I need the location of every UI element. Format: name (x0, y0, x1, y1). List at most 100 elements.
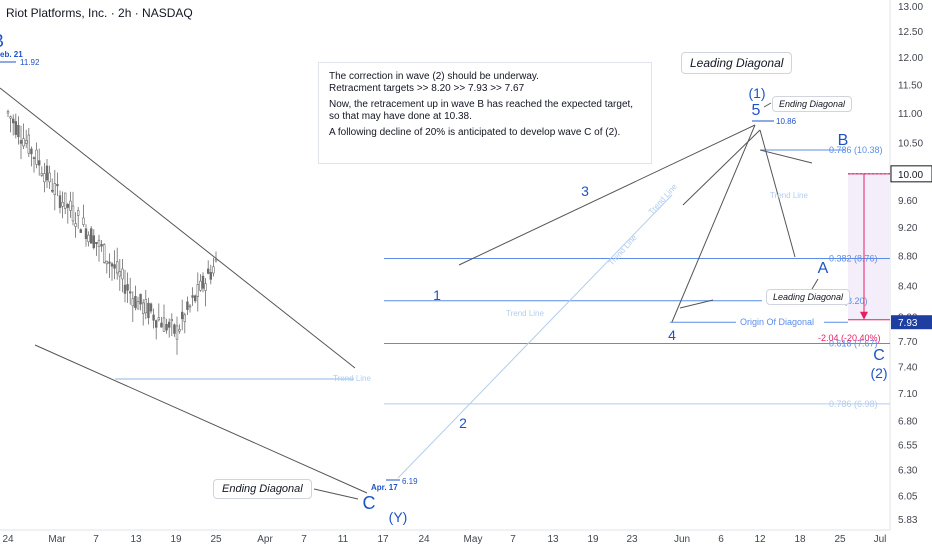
candle-body (149, 303, 153, 312)
candle-body (136, 301, 140, 310)
trendline (34, 344, 368, 494)
callout-ending-diagonal-top: Ending Diagonal (772, 96, 853, 112)
fib-level-label: 0.382 (8.76) (829, 254, 878, 264)
candle-body (129, 291, 132, 294)
candle-body (207, 268, 210, 274)
candle-body (201, 275, 205, 289)
trendline (458, 124, 756, 266)
candle-body (77, 210, 80, 216)
candle-body (214, 259, 218, 262)
faint-trend-label: Trend Line (506, 309, 545, 318)
x-tick-label: 13 (547, 534, 559, 545)
fib-level-label: 0.618 (7.67) (829, 339, 878, 349)
y-tick-label: 7.40 (898, 362, 918, 373)
candle-body (69, 200, 72, 211)
faint-trend-label: Trend Line (333, 374, 372, 383)
y-tick-label: 7.10 (898, 389, 918, 400)
faint-trend-label: Trend Line (647, 182, 679, 217)
candle-body (90, 228, 93, 244)
candle-body (155, 320, 158, 328)
x-tick-label: 19 (587, 534, 599, 545)
candle-body (144, 299, 147, 314)
candle-body (22, 138, 25, 147)
y-tick-label: 12.00 (898, 53, 923, 64)
x-tick-label: 19 (170, 534, 182, 545)
x-tick-label: 24 (2, 534, 14, 545)
x-tick-label: Apr (257, 534, 273, 545)
candle-body (37, 160, 41, 166)
origin-of-diagonal-label: Origin Of Diagonal (740, 317, 814, 327)
y-tick-label: 9.20 (898, 223, 918, 234)
x-tick-label: 17 (377, 534, 389, 545)
candle-body (97, 239, 101, 247)
wave-label: B (838, 132, 849, 149)
candle-body (6, 111, 10, 114)
wave-degree-label: (Y) (389, 509, 408, 525)
x-tick-label: 23 (626, 534, 638, 545)
candle-body (183, 314, 186, 323)
faint-trend-label: Trend Line (770, 191, 809, 200)
x-tick-label: 11 (338, 534, 349, 545)
candle-body (17, 124, 20, 138)
candle-body (24, 140, 28, 144)
candle-body (194, 295, 197, 302)
x-tick-label: 25 (210, 534, 222, 545)
y-tick-label: 11.00 (898, 109, 923, 120)
candle-body (131, 298, 134, 307)
candle-body (160, 322, 163, 328)
candle-body (157, 317, 160, 321)
candle-body (173, 324, 176, 334)
callout-leading-diagonal-top: Leading Diagonal (681, 52, 793, 74)
x-tick-label: 7 (510, 534, 516, 545)
measure-arrow-head (860, 311, 868, 320)
trendline (0, 87, 356, 369)
note-paragraph-1: The correction in wave (2) should be und… (329, 71, 539, 94)
y-tick-label: 10.50 (898, 139, 923, 150)
candle-body (188, 305, 192, 308)
x-tick-label: 7 (93, 534, 99, 545)
candle-body (181, 311, 184, 320)
last-price-tag (891, 315, 932, 330)
candle-body (139, 293, 142, 305)
candle-body (175, 325, 179, 340)
wave-label: 5 (752, 102, 761, 119)
candle-body (19, 140, 23, 144)
x-tick-label: 25 (834, 534, 846, 545)
wave-label: C (363, 493, 376, 513)
candle-body (199, 280, 202, 291)
y-tick-label: 7.70 (898, 337, 918, 348)
x-tick-label: Jul (874, 534, 887, 545)
candle-body (48, 172, 51, 183)
y-tick-label: 6.80 (898, 417, 918, 428)
candle-body (9, 116, 12, 119)
candle-body (196, 284, 199, 297)
candle-body (165, 323, 168, 331)
callout-pointer (313, 488, 359, 500)
candle-body (121, 268, 124, 280)
trendline (759, 149, 813, 164)
y-tick-label: 13.00 (898, 2, 923, 13)
last-price-label: 7.93 (898, 318, 918, 329)
y-tick-label: 8.40 (898, 281, 918, 292)
candle-body (212, 266, 215, 274)
candle-body (27, 134, 30, 154)
x-tick-label: 18 (794, 534, 806, 545)
candle-body (79, 229, 83, 233)
x-tick-label: Jun (674, 534, 690, 545)
callout-leading-diagonal-bottom: Leading Diagonal (766, 289, 851, 305)
note-paragraph-3: A following decline of 20% is anticipate… (329, 127, 621, 138)
faint-trend-label: Trend Line (607, 233, 639, 268)
y-tick-label: 11.50 (898, 80, 923, 91)
candle-body (116, 261, 119, 274)
candle-body (53, 183, 57, 195)
y-tick-label: 12.50 (898, 27, 923, 38)
candle-body (108, 261, 111, 264)
wave-c-date: Apr. 17 (371, 483, 398, 492)
candle-body (162, 317, 166, 332)
candle-body (103, 244, 106, 263)
candle-body (64, 192, 67, 209)
fib-level-label: 0.786 (6.98) (829, 399, 878, 409)
candle-body (32, 157, 36, 159)
wave-5-price: 10.86 (776, 117, 797, 126)
